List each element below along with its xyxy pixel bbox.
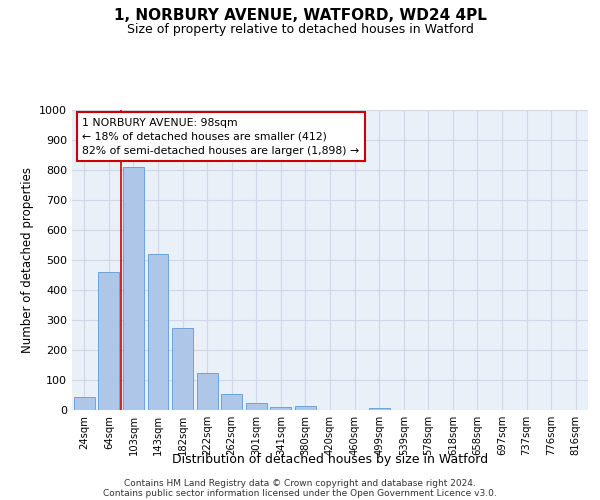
- Bar: [197, 372, 218, 410]
- Text: 1, NORBURY AVENUE, WATFORD, WD24 4PL: 1, NORBURY AVENUE, WATFORD, WD24 4PL: [113, 8, 487, 22]
- Bar: [368, 408, 389, 410]
- Bar: [172, 328, 193, 410]
- Text: 1 NORBURY AVENUE: 98sqm
← 18% of detached houses are smaller (412)
82% of semi-d: 1 NORBURY AVENUE: 98sqm ← 18% of detache…: [82, 118, 359, 156]
- Bar: [148, 254, 169, 410]
- Y-axis label: Number of detached properties: Number of detached properties: [20, 167, 34, 353]
- Text: Contains public sector information licensed under the Open Government Licence v3: Contains public sector information licen…: [103, 488, 497, 498]
- Bar: [98, 272, 119, 410]
- Bar: [295, 406, 316, 410]
- Bar: [271, 407, 292, 410]
- Text: Distribution of detached houses by size in Watford: Distribution of detached houses by size …: [172, 452, 488, 466]
- Text: Contains HM Land Registry data © Crown copyright and database right 2024.: Contains HM Land Registry data © Crown c…: [124, 478, 476, 488]
- Bar: [246, 404, 267, 410]
- Bar: [123, 167, 144, 410]
- Bar: [74, 398, 95, 410]
- Text: Size of property relative to detached houses in Watford: Size of property relative to detached ho…: [127, 22, 473, 36]
- Bar: [221, 394, 242, 410]
